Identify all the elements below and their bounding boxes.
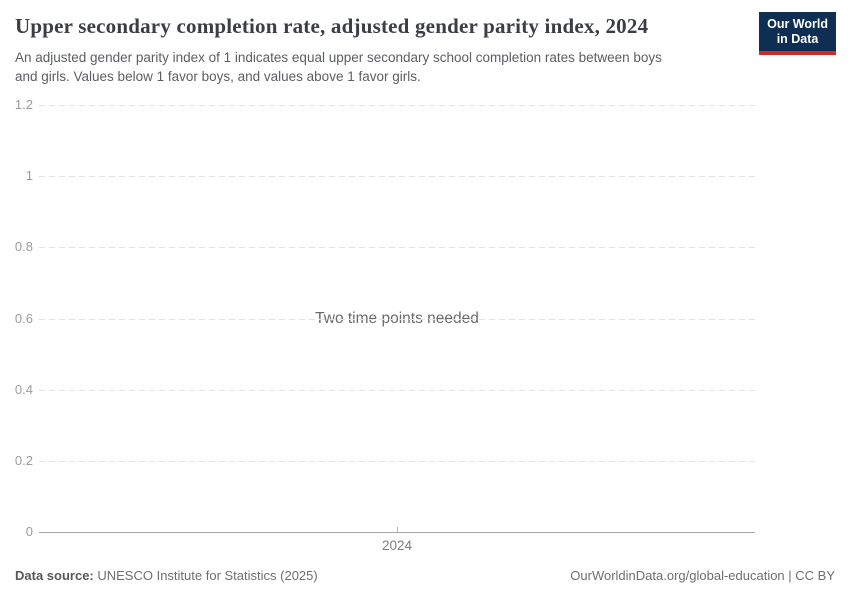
chart-subtitle-line2: and girls. Values below 1 favor boys, an… bbox=[15, 68, 421, 84]
y-axis-tick-label: 0.2 bbox=[14, 452, 33, 468]
chart-subtitle: An adjusted gender parity index of 1 ind… bbox=[15, 49, 760, 86]
y-axis-tick-label: 1 bbox=[25, 168, 33, 184]
x-axis-line bbox=[39, 532, 755, 533]
owid-logo-line2: in Data bbox=[776, 31, 819, 46]
credit-line: OurWorldinData.org/global-education | CC… bbox=[570, 568, 835, 583]
y-gridline bbox=[39, 105, 755, 106]
y-gridline bbox=[39, 318, 755, 320]
y-axis-tick-label: 0.4 bbox=[14, 381, 33, 397]
y-axis-tick-label: 0 bbox=[25, 524, 33, 539]
data-source-text: UNESCO Institute for Statistics (2025) bbox=[93, 568, 318, 583]
y-gridline bbox=[39, 247, 755, 249]
page-title: Upper secondary completion rate, adjuste… bbox=[15, 14, 649, 38]
y-gridline bbox=[39, 389, 755, 391]
y-axis-tick-label: 1.2 bbox=[14, 97, 33, 112]
y-axis-tick-label: 0.6 bbox=[14, 310, 33, 326]
x-axis-tick-mark bbox=[397, 527, 398, 532]
y-gridline bbox=[39, 176, 755, 178]
chart-subtitle-line1: An adjusted gender parity index of 1 ind… bbox=[15, 50, 662, 65]
owid-logo-line1: Our World bbox=[767, 17, 828, 31]
owid-logo: Our World in Data bbox=[759, 12, 836, 55]
y-gridline bbox=[39, 460, 755, 462]
x-axis-tick-label: 2024 bbox=[381, 538, 413, 553]
y-axis-tick-label: 0.8 bbox=[14, 239, 33, 255]
data-source-note: Data source: UNESCO Institute for Statis… bbox=[15, 568, 318, 583]
data-source-label: Data source: bbox=[15, 568, 94, 583]
